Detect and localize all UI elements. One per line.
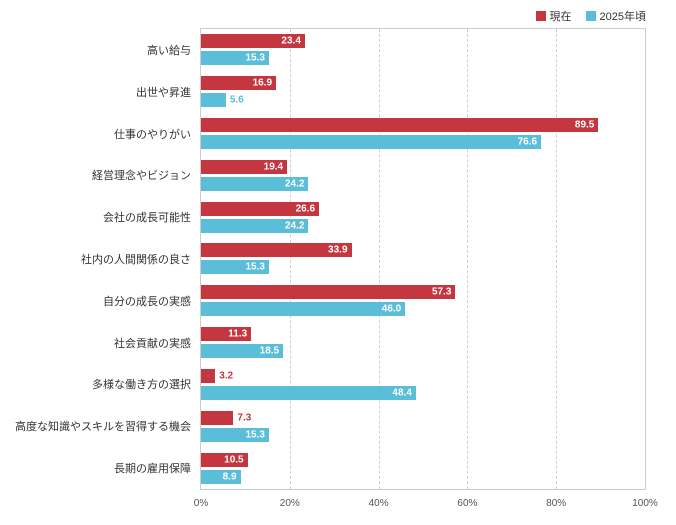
bar-series-0: 33.9 xyxy=(201,243,352,257)
category-group: 長期の雇用保障10.58.9 xyxy=(201,447,645,489)
bar-value-label: 33.9 xyxy=(328,245,347,256)
bar-series-1: 15.3 xyxy=(201,428,269,442)
category-label: 経営理念やビジョン xyxy=(92,167,191,183)
category-label: 社内の人間関係の良さ xyxy=(81,251,191,267)
x-tick-label: 0% xyxy=(194,498,208,509)
legend-label: 現在 xyxy=(550,8,572,24)
x-tick-label: 40% xyxy=(369,498,389,509)
category-label: 仕事のやりがい xyxy=(114,126,191,142)
bar-value-label: 23.4 xyxy=(281,36,300,47)
category-label: 会社の成長可能性 xyxy=(103,209,191,225)
bar-value-label: 8.9 xyxy=(223,471,237,482)
category-group: 出世や昇進16.95.6 xyxy=(201,71,645,113)
category-group: 会社の成長可能性26.624.2 xyxy=(201,196,645,238)
bar-value-label: 24.2 xyxy=(285,220,304,231)
bar-value-label: 18.5 xyxy=(260,346,279,357)
bar-value-label: 11.3 xyxy=(228,329,247,340)
category-label: 高度な知識やスキルを習得する機会 xyxy=(15,418,191,434)
bar-series-1: 15.3 xyxy=(201,260,269,274)
category-group: 経営理念やビジョン19.424.2 xyxy=(201,154,645,196)
bar-value-label: 24.2 xyxy=(285,178,304,189)
bar-series-1: 5.6 xyxy=(201,93,226,107)
category-group: 社会貢献の実感11.318.5 xyxy=(201,322,645,364)
bar-value-label: 7.3 xyxy=(237,412,251,423)
category-group: 社内の人間関係の良さ33.915.3 xyxy=(201,238,645,280)
bar-value-label: 19.4 xyxy=(264,161,283,172)
bar-series-0: 57.3 xyxy=(201,285,455,299)
category-label: 高い給与 xyxy=(147,42,191,58)
x-tick-label: 60% xyxy=(457,498,477,509)
bar-series-1: 15.3 xyxy=(201,51,269,65)
legend-swatch xyxy=(536,11,546,21)
bar-series-1: 18.5 xyxy=(201,344,283,358)
legend: 現在 2025年頃 xyxy=(536,8,646,24)
bar-series-1: 24.2 xyxy=(201,219,308,233)
x-tick-label: 80% xyxy=(546,498,566,509)
bar-value-label: 26.6 xyxy=(296,203,315,214)
legend-label: 2025年頃 xyxy=(600,8,646,24)
bar-value-label: 15.3 xyxy=(245,262,264,273)
category-group: 仕事のやりがい89.576.6 xyxy=(201,113,645,155)
bar-value-label: 48.4 xyxy=(392,387,411,398)
bar-value-label: 16.9 xyxy=(253,78,272,89)
bar-value-label: 15.3 xyxy=(245,53,264,64)
bar-series-1: 46.0 xyxy=(201,302,405,316)
bar-value-label: 5.6 xyxy=(230,95,244,106)
chart-container: 現在 2025年頃 0% 20% 40% 60% 80% 100% 高い給与 23.4 15.3 出… xyxy=(0,0,676,525)
bar-series-0: 11.3 xyxy=(201,327,251,341)
bar-series-0: 19.4 xyxy=(201,160,287,174)
category-group: 自分の成長の実感57.346.0 xyxy=(201,280,645,322)
legend-item-0: 現在 xyxy=(536,8,572,24)
category-group: 高い給与23.415.3 xyxy=(201,29,645,71)
bar-value-label: 10.5 xyxy=(224,454,243,465)
bar-value-label: 15.3 xyxy=(245,429,264,440)
bar-value-label: 57.3 xyxy=(432,287,451,298)
category-label: 社会貢献の実感 xyxy=(114,335,191,351)
legend-swatch xyxy=(586,11,596,21)
bar-value-label: 76.6 xyxy=(518,137,537,148)
x-tick-label: 20% xyxy=(280,498,300,509)
bar-series-1: 24.2 xyxy=(201,177,308,191)
bar-series-1: 8.9 xyxy=(201,470,241,484)
legend-item-1: 2025年頃 xyxy=(586,8,646,24)
category-label: 出世や昇進 xyxy=(136,84,191,100)
category-label: 多様な働き方の選択 xyxy=(92,376,191,392)
plot-area: 0%20%40%60%80%100%高い給与23.415.3出世や昇進16.95… xyxy=(200,28,646,490)
bar-value-label: 3.2 xyxy=(219,370,233,381)
category-label: 長期の雇用保障 xyxy=(114,460,191,476)
bar-value-label: 89.5 xyxy=(575,120,594,131)
bar-series-1: 76.6 xyxy=(201,135,541,149)
bar-series-0: 23.4 xyxy=(201,34,305,48)
bar-series-0: 89.5 xyxy=(201,118,598,132)
bar-series-0: 7.3 xyxy=(201,411,233,425)
bar-series-0: 26.6 xyxy=(201,202,319,216)
category-label: 自分の成長の実感 xyxy=(103,293,191,309)
bar-value-label: 46.0 xyxy=(382,304,401,315)
category-group: 多様な働き方の選択3.248.4 xyxy=(201,364,645,406)
category-group: 高度な知識やスキルを習得する機会7.315.3 xyxy=(201,405,645,447)
bar-series-0: 16.9 xyxy=(201,76,276,90)
x-tick-label: 100% xyxy=(632,498,658,509)
bar-series-0: 10.5 xyxy=(201,453,248,467)
bar-series-0: 3.2 xyxy=(201,369,215,383)
bar-series-1: 48.4 xyxy=(201,386,416,400)
